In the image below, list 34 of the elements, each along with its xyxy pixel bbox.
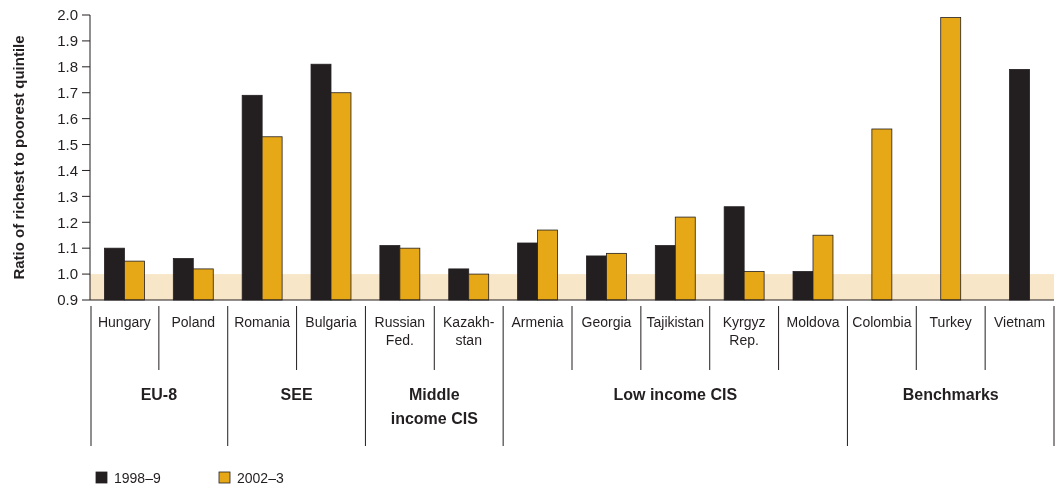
y-tick-label: 1.3 [57, 187, 78, 205]
x-tick-label: Tajikistan [646, 314, 705, 330]
y-tick-label: 1.7 [57, 83, 78, 101]
y-tick-label: 1.4 [57, 161, 78, 179]
y-tick-label: 1.1 [57, 239, 78, 257]
x-tick-label: Russian Fed. [374, 314, 426, 348]
x-tick-label: Colombia [852, 314, 912, 330]
text: Middle income CIS [390, 386, 479, 427]
x-tick-label: Armenia [511, 314, 564, 330]
y-tick-label: 1.0 [57, 265, 78, 283]
x-tick-label: Poland [171, 314, 216, 330]
x-tick-label: Kazakh- stan [443, 314, 495, 348]
x-tick-label: Kyrgyz Rep. [722, 314, 766, 348]
y-tick-label: 2.0 [57, 6, 78, 24]
x-tick-label: Turkey [929, 314, 972, 330]
y-tick-label: 1.2 [57, 213, 78, 231]
text: EU-8 [140, 386, 178, 403]
legend-label: 2002–3 [237, 469, 284, 486]
x-tick-label: Georgia [581, 314, 632, 330]
y-axis-title: Ratio of richest to poorest quintile [10, 35, 27, 280]
legend-label: 1998–9 [114, 469, 161, 486]
x-tick-label: Moldova [786, 314, 840, 330]
x-tick-label: Hungary [97, 314, 151, 330]
y-tick-label: 1.5 [57, 135, 78, 153]
x-tick-label: Vietnam [994, 314, 1046, 330]
y-tick-label: 1.6 [57, 109, 78, 127]
y-tick-label: 0.9 [57, 291, 78, 309]
x-tick-label: Romania [234, 314, 291, 330]
text: Benchmarks [902, 386, 999, 403]
x-tick-label: Bulgaria [305, 314, 357, 330]
y-tick-label: 1.8 [57, 58, 78, 76]
text: SEE [280, 386, 313, 403]
text: Low income CIS [613, 386, 738, 403]
y-tick-label: 1.9 [57, 32, 78, 50]
